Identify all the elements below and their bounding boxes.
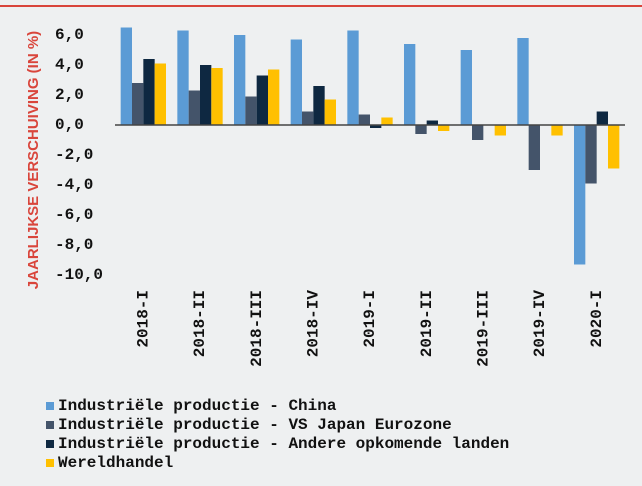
bar [517,38,529,125]
y-tick-label: 4,0 [55,56,84,74]
bar [551,125,563,136]
x-tick-label: 2019-I [361,290,379,348]
y-tick-label: 6,0 [55,26,84,44]
x-tick-label: 2019-II [418,290,436,357]
legend-label: Industriële productie - VS Japan Eurozon… [58,416,452,434]
bar [404,44,416,125]
bar [120,27,132,125]
bar [370,125,382,128]
legend-label: Industriële productie - China [58,397,337,415]
bar [200,65,212,125]
bar [324,99,336,125]
bar [177,30,189,125]
x-tick-label: 2019-IV [531,290,549,358]
bar [302,111,314,125]
x-tick-label: 2019-III [475,290,493,367]
bar [256,75,268,125]
bar [358,114,370,125]
y-tick-label: -2,0 [55,146,93,164]
y-tick-label: -6,0 [55,206,93,224]
bar [313,86,325,125]
y-axis-title: JAARLIJKSE VERSCHUIVING (IN %) [25,31,42,289]
legend-swatch [46,402,54,410]
bar [347,30,359,125]
bar [426,120,438,125]
bar [245,96,257,125]
x-tick-label: 2018-II [191,290,209,357]
bar [494,125,506,136]
y-tick-label: -4,0 [55,176,93,194]
legend-label: Industriële productie - Andere opkomende… [58,435,509,453]
bar [188,90,200,125]
legend-swatch [46,421,54,429]
bar [154,63,166,125]
bar [460,50,472,125]
legend-label: Wereldhandel [58,454,173,472]
y-tick-label: -10,0 [55,266,103,284]
bar [268,69,280,125]
bar [596,111,608,125]
bar [528,125,540,170]
legend-swatch [46,440,54,448]
bar [608,125,620,169]
x-tick-label: 2020-I [588,290,606,348]
x-tick-label: 2018-IV [305,290,323,358]
x-tick-label: 2018-III [248,290,266,367]
bar [472,125,484,140]
bar [290,39,302,125]
bar [438,125,450,131]
bar [415,125,427,134]
bar [585,125,597,184]
legend-swatch [46,459,54,467]
bar [234,35,246,125]
bar [211,68,223,125]
y-tick-label: 2,0 [55,86,84,104]
y-tick-label: 0,0 [55,116,84,134]
bar [574,125,586,265]
bar [143,59,155,125]
y-tick-label: -8,0 [55,236,93,254]
bar [381,117,393,125]
bar [132,83,144,125]
x-tick-label: 2018-I [135,290,153,348]
